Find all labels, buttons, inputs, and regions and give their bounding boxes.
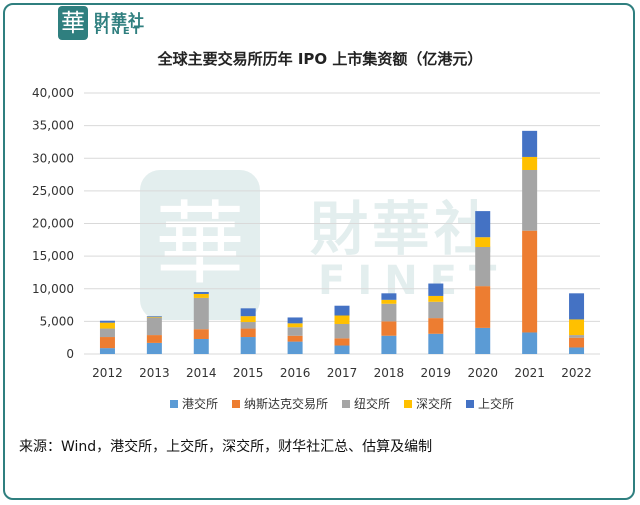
bar-segment <box>240 322 256 329</box>
bar-segment <box>146 317 162 336</box>
legend-label: 港交所 <box>182 396 218 411</box>
x-tick-label: 2020 <box>467 366 498 380</box>
bar-segment <box>240 308 256 317</box>
x-tick-label: 2013 <box>139 366 170 380</box>
bar-segment <box>428 333 444 354</box>
bar-segment <box>146 342 162 354</box>
x-tick-label: 2016 <box>280 366 311 380</box>
bar-segment <box>146 316 162 318</box>
bar-segment <box>287 341 303 354</box>
bar-segment <box>569 337 585 348</box>
bar-segment <box>569 293 585 320</box>
bar-segment <box>381 293 397 300</box>
bar-segment <box>334 315 350 324</box>
y-tick-label: 30,000 <box>32 151 74 165</box>
bar-segment <box>475 237 491 247</box>
bar-segment <box>193 293 209 298</box>
bar-segment <box>146 335 162 343</box>
x-tick-label: 2017 <box>327 366 358 380</box>
y-tick-label: 5,000 <box>40 314 74 328</box>
bar-segment <box>475 211 491 238</box>
y-tick-label: 0 <box>66 347 74 361</box>
bar-segment <box>569 319 585 336</box>
bar-segment <box>193 297 209 330</box>
legend-label: 深交所 <box>416 396 452 411</box>
bar-segment <box>522 156 538 170</box>
bar-segment <box>381 335 397 354</box>
logo-badge: 華 <box>58 6 88 40</box>
legend-swatch <box>232 400 240 408</box>
bar-segment <box>475 327 491 354</box>
legend-swatch <box>342 400 350 408</box>
x-tick-label: 2018 <box>374 366 405 380</box>
x-tick-label: 2019 <box>421 366 452 380</box>
bar-segment <box>146 316 162 317</box>
x-tick-label: 2015 <box>233 366 264 380</box>
bar-segment <box>428 295 444 302</box>
bar-segment <box>99 328 115 338</box>
bar-segment <box>99 337 115 349</box>
legend-label: 纽交所 <box>354 396 390 411</box>
y-tick-label: 40,000 <box>32 86 74 100</box>
bar-segment <box>287 327 303 336</box>
y-tick-label: 35,000 <box>32 119 74 133</box>
bar-segment <box>569 335 585 338</box>
logo-name-en: FINET <box>95 26 143 37</box>
bar-segment <box>99 320 115 323</box>
bar-segment <box>240 337 256 354</box>
bar-segment <box>334 338 350 346</box>
bar-segment <box>381 303 397 322</box>
bar-segment <box>334 323 350 339</box>
bar-segment <box>99 348 115 354</box>
x-tick-label: 2022 <box>561 366 592 380</box>
y-tick-label: 15,000 <box>32 249 74 263</box>
bar-segment <box>193 292 209 294</box>
bar-segment <box>193 338 209 354</box>
legend-label: 上交所 <box>478 396 514 411</box>
bar-segment <box>334 305 350 316</box>
bar-segment <box>475 246 491 287</box>
bar-segment <box>381 321 397 336</box>
bar-segment <box>428 318 444 334</box>
x-tick-label: 2021 <box>514 366 545 380</box>
logo-name-cn: 財華社 <box>94 11 146 30</box>
legend-label: 纳斯达克交易所 <box>244 396 328 411</box>
source-note: 来源：Wind，港交所，上交所，深交所，财华社汇总、估算及编制 <box>19 439 433 455</box>
bar-segment <box>428 283 444 296</box>
bar-segment <box>522 332 538 354</box>
bar-segment <box>287 335 303 342</box>
bar-segment <box>428 301 444 319</box>
bar-segment <box>522 230 538 333</box>
y-tick-label: 20,000 <box>32 217 74 231</box>
bar-segment <box>334 345 350 354</box>
x-tick-label: 2012 <box>92 366 123 380</box>
y-tick-label: 10,000 <box>32 282 74 296</box>
bar-segment <box>287 323 303 328</box>
bar-segment <box>522 169 538 231</box>
legend-swatch <box>170 400 178 408</box>
bar-segment <box>99 322 115 329</box>
bar-segment <box>240 316 256 323</box>
bar-segment <box>193 329 209 339</box>
bar-segment <box>475 286 491 328</box>
legend-swatch <box>404 400 412 408</box>
bar-segment <box>287 317 303 324</box>
bar-segment <box>569 347 585 354</box>
x-tick-label: 2014 <box>186 366 217 380</box>
bar-segment <box>522 130 538 157</box>
bar-segment <box>381 299 397 304</box>
y-tick-label: 25,000 <box>32 184 74 198</box>
bar-segment <box>240 328 256 338</box>
legend-swatch <box>466 400 474 408</box>
chart-title: 全球主要交易所历年 IPO 上市集资额（亿港元） <box>157 50 483 68</box>
